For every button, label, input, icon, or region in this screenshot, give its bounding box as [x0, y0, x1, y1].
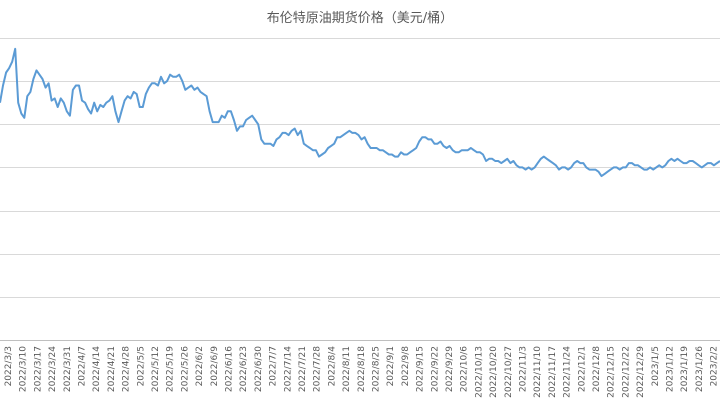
x-tick-label: 2022/4/14: [92, 346, 102, 392]
x-tick-label: 2022/9/22: [430, 346, 440, 392]
x-tick-label: 2022/5/19: [166, 346, 176, 392]
x-tick-label: 2022/6/23: [239, 346, 249, 392]
x-tick-label: 2022/10/27: [504, 346, 514, 398]
x-tick-label: 2022/11/17: [548, 346, 558, 398]
x-tick-label: 2022/10/6: [460, 346, 470, 392]
x-tick-label: 2023/1/19: [680, 346, 690, 392]
chart-title: 布伦特原油期货价格（美元/桶）: [266, 11, 454, 26]
x-tick-label: 2022/5/12: [151, 346, 161, 392]
x-tick-label: 2022/6/16: [225, 346, 235, 392]
x-tick-label: 2022/3/3: [4, 346, 14, 386]
x-tick-label: 2022/6/30: [254, 346, 264, 392]
x-tick-label: 2022/3/10: [19, 346, 29, 392]
x-tick-label: 2022/6/2: [195, 346, 205, 386]
x-tick-label: 2022/4/7: [78, 346, 88, 386]
x-tick-label: 2022/5/5: [136, 346, 146, 386]
x-axis-tick-labels: 2022/3/3 2022/3/10 2022/3/17 2022/3/24 2022/…: [4, 346, 720, 398]
x-tick-label: 2023/1/26: [695, 346, 705, 392]
x-tick-label: 2022/3/17: [33, 346, 43, 392]
x-tick-label: 2022/3/31: [63, 346, 73, 392]
x-tick-label: 2022/7/7: [269, 346, 279, 386]
x-tick-label: 2022/5/26: [180, 346, 190, 392]
x-tick-label: 2022/7/14: [283, 346, 293, 392]
x-tick-label: 2022/11/3: [519, 346, 529, 392]
x-tick-label: 2023/2/2: [710, 346, 720, 386]
x-tick-label: 2022/12/22: [621, 346, 631, 398]
x-tick-label: 2022/8/18: [357, 346, 367, 392]
x-tick-label: 2022/12/1: [577, 346, 587, 392]
x-tick-label: 2022/12/8: [592, 346, 602, 392]
x-tick-label: 2022/3/24: [48, 346, 58, 392]
series-line: [0, 47, 720, 178]
x-tick-label: 2023/1/12: [666, 346, 676, 392]
x-tick-label: 2022/7/21: [298, 346, 308, 392]
x-tick-label: 2022/12/29: [636, 346, 646, 398]
x-tick-label: 2022/11/10: [533, 346, 543, 398]
x-tick-label: 2022/12/15: [607, 346, 617, 398]
x-tick-label: 2022/7/28: [313, 346, 323, 392]
x-tick-label: 2023/1/5: [651, 346, 661, 386]
x-tick-label: 2022/9/29: [445, 346, 455, 392]
x-tick-label: 2022/10/13: [474, 346, 484, 398]
x-tick-label: 2022/9/1: [386, 346, 396, 386]
x-tick-label: 2022/8/11: [342, 346, 352, 392]
x-tick-label: 2022/9/8: [401, 346, 411, 387]
x-tick-label: 2022/10/20: [489, 346, 499, 398]
x-tick-label: 2022/8/25: [372, 346, 382, 392]
x-tick-label: 2022/4/28: [122, 346, 132, 392]
x-tick-label: 2022/8/4: [327, 346, 337, 387]
grid-lines: [0, 38, 720, 341]
series-layer: [0, 47, 720, 178]
x-tick-label: 2022/11/24: [563, 346, 573, 398]
x-tick-label: 2022/4/21: [107, 346, 117, 392]
x-tick-label: 2022/6/9: [210, 346, 220, 387]
x-tick-label: 2022/9/15: [416, 346, 426, 392]
